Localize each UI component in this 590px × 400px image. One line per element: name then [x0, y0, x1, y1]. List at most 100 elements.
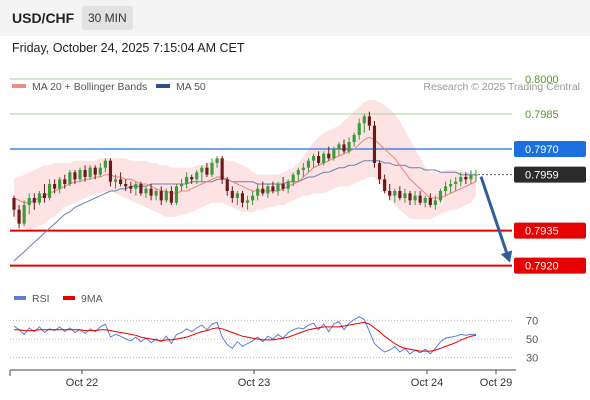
- candle-body: [144, 188, 148, 194]
- candle-body: [367, 116, 371, 126]
- rsi-level-label: 70: [526, 315, 538, 327]
- symbol-title: USD/CHF: [12, 10, 75, 26]
- candle-body: [428, 198, 432, 205]
- candle-body: [47, 184, 52, 198]
- candle-body: [73, 172, 77, 180]
- candle-body: [83, 170, 87, 177]
- candle-body: [327, 153, 331, 159]
- candle-body: [408, 193, 412, 201]
- candle-body: [403, 193, 407, 198]
- candle-body: [291, 174, 295, 182]
- rsi-legend-swatch: [14, 296, 26, 300]
- candle-body: [362, 116, 366, 124]
- level-label: 0.8000: [525, 74, 559, 86]
- candle-body: [393, 191, 397, 196]
- candle-body: [149, 188, 153, 196]
- key-level-label: 0.7920: [525, 261, 559, 273]
- legend-label: MA 20 + Bollinger Bands: [32, 81, 147, 93]
- candle-body: [301, 167, 305, 170]
- candle-body: [311, 156, 316, 161]
- candle-body: [134, 184, 138, 189]
- candle-body: [286, 181, 290, 189]
- candle-body: [103, 160, 107, 168]
- current-price-badge: [514, 166, 586, 183]
- candle-body: [256, 188, 260, 196]
- candle-body: [474, 174, 478, 176]
- ma20-line: [13, 136, 477, 204]
- candle-body: [205, 167, 209, 175]
- candle-body: [58, 179, 62, 189]
- candle-body: [266, 186, 270, 194]
- candle-body: [464, 177, 468, 180]
- candle-body: [271, 186, 275, 191]
- candle-body: [93, 167, 97, 175]
- candle-body: [113, 179, 118, 182]
- candle-body: [342, 144, 346, 152]
- candle-body: [53, 184, 57, 189]
- forecast-arrowhead: [500, 250, 513, 263]
- rsi-ma9-line: [14, 321, 477, 352]
- candle-body: [17, 209, 21, 224]
- time-tick-label: Oct 29: [480, 377, 512, 389]
- candle-body: [195, 172, 199, 180]
- candle-body: [27, 198, 31, 205]
- candle-body: [433, 200, 437, 205]
- candle-body: [42, 193, 47, 198]
- candle-body: [245, 200, 250, 203]
- candle-body: [438, 191, 443, 201]
- candle-body: [124, 184, 128, 187]
- candle-body: [459, 177, 463, 182]
- key-level-badge: [514, 141, 586, 157]
- candle-body: [398, 191, 402, 198]
- candle-body: [377, 163, 382, 180]
- candle-body: [413, 195, 417, 201]
- candle-body: [332, 149, 336, 159]
- candle-body: [306, 160, 311, 168]
- candle-body: [443, 186, 448, 191]
- candle-body: [225, 179, 229, 191]
- candle-body: [357, 123, 361, 135]
- rsi-legend-label: 9MA: [81, 293, 103, 305]
- candle-body: [352, 135, 356, 142]
- candle-body: [98, 167, 102, 175]
- time-tick-label: Oct 22: [66, 377, 98, 389]
- candle-body: [388, 191, 392, 196]
- key-level-label: 0.7935: [525, 226, 559, 238]
- candle-body: [251, 195, 255, 201]
- key-level-label: 0.7970: [525, 144, 559, 156]
- candle-body: [220, 158, 224, 180]
- timeframe-badge[interactable]: 30 MIN: [82, 6, 133, 30]
- candle-body: [32, 198, 36, 203]
- candle-body: [347, 142, 351, 152]
- legend-swatch: [12, 84, 26, 88]
- level-label: 0.7985: [525, 109, 559, 121]
- candle-body: [12, 198, 16, 210]
- candle-body: [235, 193, 239, 198]
- candle-body: [418, 195, 422, 203]
- legend-label: MA 50: [176, 81, 206, 93]
- candle-body: [281, 184, 285, 189]
- candle-body: [119, 179, 123, 184]
- candle-body: [68, 172, 72, 184]
- candle-body: [372, 125, 377, 163]
- candle-body: [449, 184, 453, 187]
- chart-header: USD/CHF 30 MIN: [0, 0, 590, 36]
- candle-body: [423, 198, 427, 203]
- candle-body: [63, 179, 67, 184]
- key-level-badge: [514, 257, 586, 274]
- candle-body: [230, 191, 234, 198]
- candle-body: [88, 167, 92, 177]
- bollinger-band: [14, 100, 476, 231]
- candle-body: [261, 188, 265, 194]
- candle-body: [210, 163, 214, 175]
- candle-body: [276, 184, 280, 191]
- candle-body: [215, 158, 219, 163]
- candle-body: [337, 144, 341, 149]
- candle-body: [174, 186, 179, 203]
- candle-body: [322, 153, 326, 163]
- candle-body: [139, 184, 143, 194]
- candle-body: [129, 186, 133, 189]
- candle-body: [240, 193, 245, 203]
- candle-body: [78, 170, 82, 180]
